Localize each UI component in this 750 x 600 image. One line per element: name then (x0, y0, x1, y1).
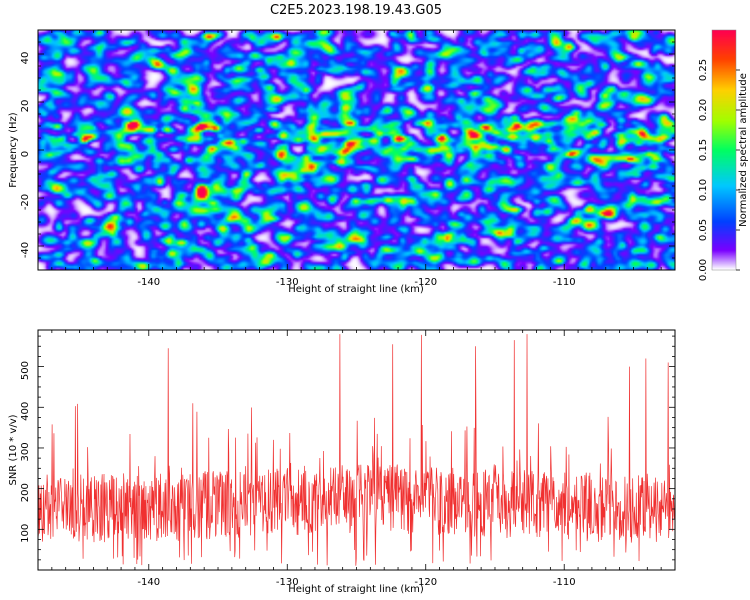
heatmap-xtick-label: -130 (276, 277, 299, 288)
snr-panel: -140 -130 -120 -110 100 200 300 400 500 Height o… (8, 329, 676, 595)
snr-ytick-label: 100 (20, 524, 31, 543)
snr-axes: -140 -130 -120 -110 100 200 300 400 500 (20, 330, 676, 588)
heatmap-image (38, 30, 675, 270)
heatmap-xtick-label: -110 (553, 277, 576, 288)
heatmap-xtick-label: -140 (137, 277, 160, 288)
heatmap-xtick-label: -120 (414, 277, 437, 288)
colorbar-tick-label: 0.15 (698, 139, 709, 161)
snr-xtick-label: -120 (414, 577, 437, 588)
snr-ytick-label: 400 (20, 402, 31, 421)
colorbar: 0.00 0.05 0.10 0.15 0.20 0.25 Normalized spec… (698, 29, 749, 281)
snr-xlabel: Height of straight line (km) (288, 584, 424, 595)
heatmap-xlabel: Height of straight line (km) (288, 284, 424, 295)
heatmap-axes: -140 -130 -120 -110 -40 -20 0 20 40 (20, 29, 676, 288)
snr-xtick-label: -140 (137, 577, 160, 588)
heatmap-panel: -140 -130 -120 -110 -40 -20 0 20 40 Height of st… (8, 29, 676, 295)
figure-title: C2E5.2023.198.19.43.G05 (270, 3, 442, 18)
snr-xtick-label: -130 (276, 577, 299, 588)
colorbar-tick-label: 0.25 (698, 59, 709, 81)
colorbar-tick-label: 0.10 (698, 179, 709, 201)
snr-xtick-label: -110 (553, 577, 576, 588)
heatmap-ytick-label: 20 (20, 100, 31, 113)
colorbar-ticks: 0.00 0.05 0.10 0.15 0.20 0.25 (698, 59, 740, 281)
snr-ytick-label: 200 (20, 483, 31, 502)
snr-ylabel: SNR (10 * v/v) (8, 414, 19, 485)
heatmap-ytick-label: -40 (20, 242, 31, 258)
heatmap-ytick-label: -20 (20, 194, 31, 210)
snr-ytick-label: 500 (20, 361, 31, 380)
colorbar-tick-label: 0.20 (698, 99, 709, 121)
colorbar-gradient (712, 30, 736, 270)
heatmap-ytick-label: 0 (20, 151, 31, 157)
colorbar-tick-label: 0.00 (698, 259, 709, 281)
snr-ytick-label: 300 (20, 442, 31, 461)
heatmap-ylabel: Frequency (Hz) (8, 112, 19, 188)
heatmap-ytick-label: 40 (20, 52, 31, 65)
colorbar-label: Normalized spectral amplitude (738, 73, 749, 227)
colorbar-tick-label: 0.05 (698, 219, 709, 241)
snr-series-line (38, 334, 675, 566)
